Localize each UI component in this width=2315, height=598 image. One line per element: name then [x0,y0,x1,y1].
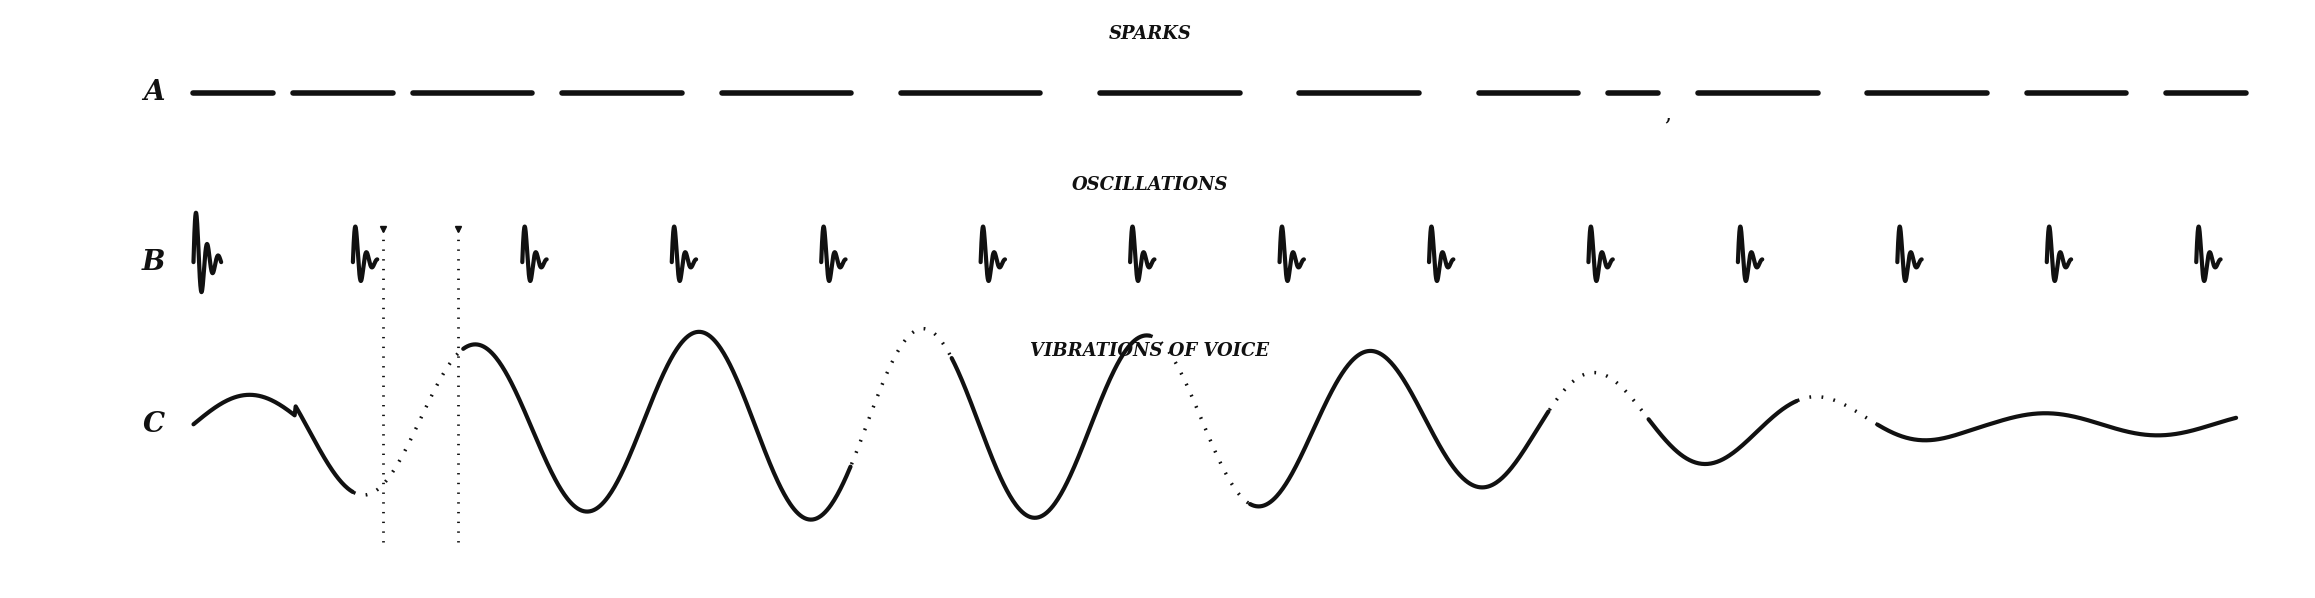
Text: C: C [144,411,164,438]
Text: B: B [141,249,164,276]
Text: ,: , [1664,103,1671,126]
Text: OSCILLATIONS: OSCILLATIONS [1072,176,1229,194]
Text: VIBRATIONS OF VOICE: VIBRATIONS OF VOICE [1030,341,1269,359]
Text: SPARKS: SPARKS [1109,25,1192,42]
Text: A: A [144,79,164,106]
